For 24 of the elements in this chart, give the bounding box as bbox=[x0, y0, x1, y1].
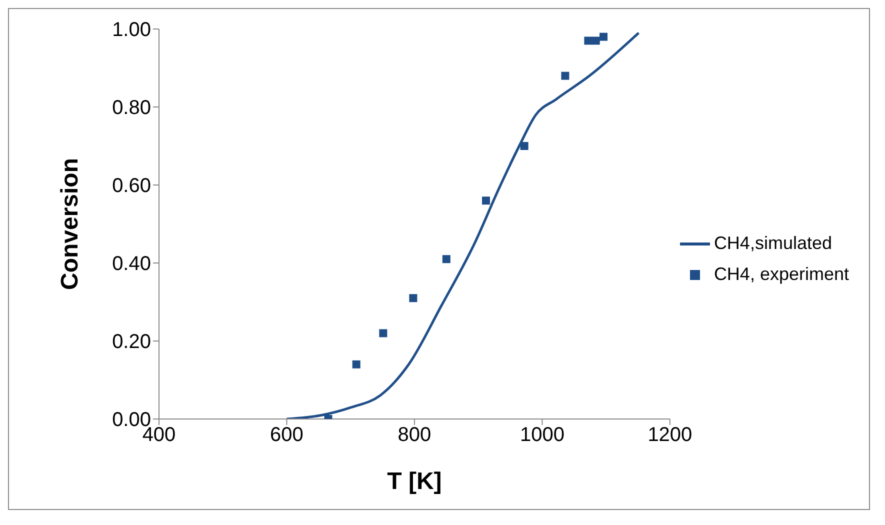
x-tick-label: 800 bbox=[398, 424, 432, 446]
point bbox=[442, 255, 450, 264]
y-tick-label: 0.80 bbox=[112, 97, 151, 120]
x-axis-title: T [K] bbox=[387, 468, 442, 495]
point bbox=[592, 36, 600, 45]
line-series bbox=[285, 32, 640, 419]
point bbox=[584, 36, 592, 45]
point bbox=[409, 294, 418, 302]
point bbox=[561, 72, 570, 80]
legend-label: CH4,simulated bbox=[714, 233, 832, 254]
y-tick-label: 0.20 bbox=[112, 331, 151, 354]
point bbox=[482, 196, 490, 205]
y-tick-label: 0.60 bbox=[112, 175, 151, 198]
y-tick-label: 0.40 bbox=[112, 253, 151, 276]
y-tick-label: 1.00 bbox=[112, 19, 151, 42]
y-axis-title: Conversion bbox=[56, 158, 84, 290]
point bbox=[600, 32, 608, 41]
x-tick-label: 1000 bbox=[520, 424, 564, 446]
point bbox=[379, 329, 388, 338]
point bbox=[520, 142, 528, 150]
point bbox=[352, 360, 360, 368]
legend-label: CH4, experiment bbox=[714, 264, 849, 285]
x-tick-label: 600 bbox=[270, 424, 304, 446]
x-tick-label: 1200 bbox=[648, 424, 692, 446]
